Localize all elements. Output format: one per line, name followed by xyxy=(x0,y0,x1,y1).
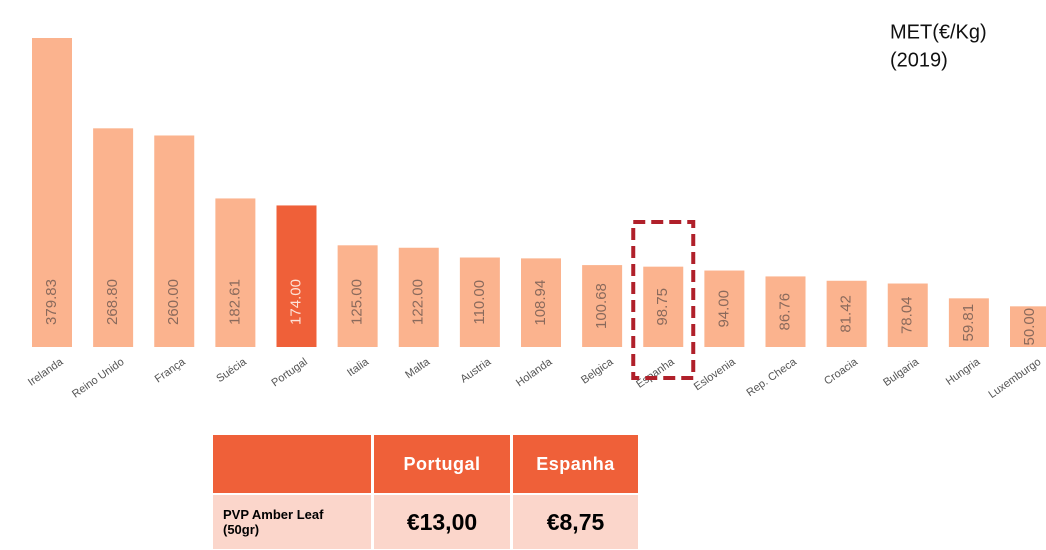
bar xyxy=(704,270,745,347)
x-tick-label: Belgica xyxy=(579,356,616,387)
value-label: 122.00 xyxy=(410,279,427,325)
x-tick-label: Bulgaria xyxy=(881,356,922,389)
bar xyxy=(337,245,378,347)
bar xyxy=(276,205,317,347)
header-blank xyxy=(213,435,371,493)
value-label: 100.68 xyxy=(593,283,610,329)
chart-title: MET(€/Kg) xyxy=(890,21,987,43)
x-tick-label: Rep. Checa xyxy=(744,356,799,400)
value-label: 108.94 xyxy=(532,280,549,326)
bar xyxy=(521,258,561,347)
value-label: 182.61 xyxy=(226,279,243,325)
bar xyxy=(215,198,256,347)
column-header: Espanha xyxy=(513,435,638,493)
x-tick-label: Malta xyxy=(403,356,433,382)
x-tick-label: Eslovenia xyxy=(692,356,739,394)
value-label: 86.76 xyxy=(776,293,793,331)
bar xyxy=(765,276,806,347)
column-header: Portugal xyxy=(374,435,510,493)
value-label: 174.00 xyxy=(287,279,304,325)
bar xyxy=(154,135,195,347)
bar xyxy=(459,257,500,347)
bar xyxy=(826,280,867,347)
chart: MET(€/Kg) (2019) 379.83 Irelanda 268.80 Rei… xyxy=(26,21,1046,401)
value-label: 94.00 xyxy=(715,290,732,328)
bar xyxy=(93,128,134,347)
cell: €8,75 xyxy=(513,495,638,549)
x-tick-label: Italia xyxy=(345,356,372,380)
table: Portugal Espanha PVP Amber Leaf (50gr) €… xyxy=(210,433,641,550)
x-tick-label: Irelanda xyxy=(26,356,66,389)
value-label: 379.83 xyxy=(43,279,60,325)
bar xyxy=(32,38,72,347)
x-tick-label: Espanha xyxy=(634,356,677,391)
x-tick-label: Croacia xyxy=(822,356,861,388)
x-tick-label: França xyxy=(153,356,189,386)
value-label: 110.00 xyxy=(471,280,488,325)
bar xyxy=(948,298,989,347)
value-label: 125.00 xyxy=(349,279,366,325)
value-label: 268.80 xyxy=(104,279,121,325)
bar xyxy=(582,265,623,347)
bar xyxy=(1010,306,1046,347)
value-label: 50.00 xyxy=(1021,308,1038,346)
bar xyxy=(398,247,439,347)
x-tick-label: Reino Unido xyxy=(70,356,126,401)
x-tick-label: Hungria xyxy=(944,356,983,388)
value-label: 78.04 xyxy=(899,296,916,334)
value-label: 98.75 xyxy=(654,288,671,326)
cell: €13,00 xyxy=(374,495,510,549)
value-label: 59.81 xyxy=(960,304,977,342)
row-label: PVP Amber Leaf (50gr) xyxy=(213,495,371,549)
highlight-box xyxy=(631,220,696,380)
value-label: 81.42 xyxy=(838,295,855,333)
chart-subtitle: (2019) xyxy=(890,49,948,71)
x-tick-label: Holanda xyxy=(514,356,555,390)
x-tick-label: Luxemburgo xyxy=(986,356,1043,401)
bar xyxy=(643,266,684,347)
x-tick-label: Portugal xyxy=(269,356,309,389)
bar xyxy=(887,283,928,347)
value-label: 260.00 xyxy=(165,279,182,325)
x-tick-label: Austria xyxy=(458,356,494,386)
x-tick-label: Suécia xyxy=(214,356,249,386)
